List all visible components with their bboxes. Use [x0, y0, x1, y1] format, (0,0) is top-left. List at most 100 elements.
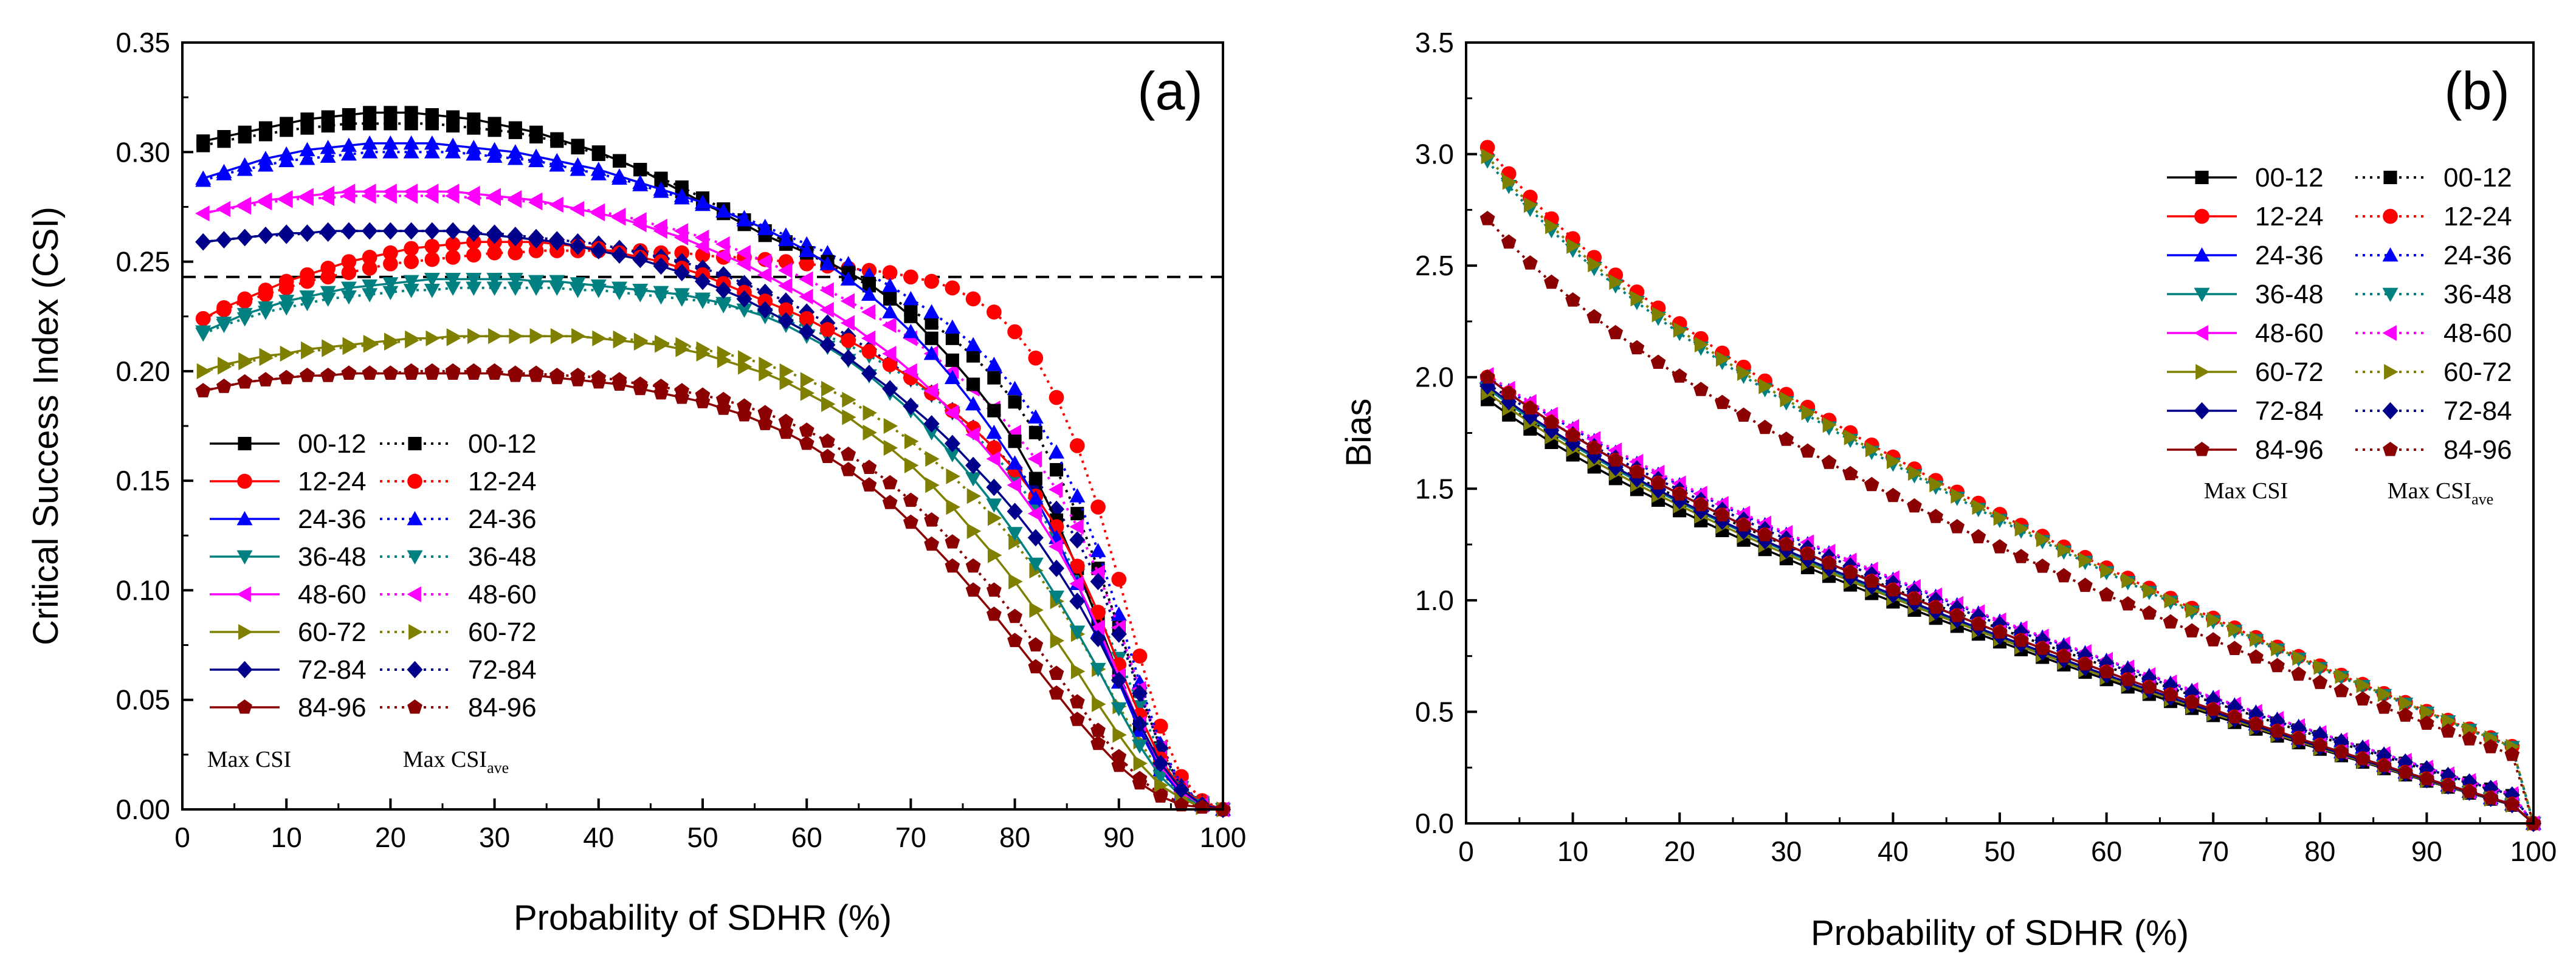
- data-point: [1027, 557, 1044, 572]
- caption-max-csi-ave-text: Max CSI: [2388, 478, 2471, 504]
- legend-item-dotted-48-60: 48-60: [2355, 318, 2512, 348]
- data-point: [195, 205, 210, 222]
- data-point: [280, 346, 295, 362]
- data-point: [715, 400, 731, 415]
- data-point: [778, 424, 794, 439]
- data-point: [570, 277, 586, 292]
- data-point: [799, 256, 814, 272]
- data-point: [799, 311, 814, 326]
- legend-item-solid-60-72: 60-72: [210, 617, 367, 647]
- data-point: [384, 332, 399, 349]
- data-point: [2419, 715, 2434, 730]
- data-point: [1972, 499, 1986, 515]
- legend-marker: [2383, 208, 2398, 224]
- x-tick-label: 60: [791, 822, 822, 853]
- data-point: [382, 184, 397, 200]
- data-point: [966, 488, 982, 504]
- data-point: [1132, 684, 1148, 702]
- data-point: [404, 117, 418, 131]
- x-tick-label: 0: [174, 822, 190, 853]
- data-point: [446, 328, 461, 345]
- data-point: [882, 317, 897, 334]
- data-point: [1949, 519, 1965, 534]
- data-point: [424, 184, 439, 200]
- data-point: [2442, 713, 2456, 729]
- data-point: [340, 281, 357, 296]
- data-point: [2164, 592, 2178, 609]
- data-point: [965, 396, 982, 411]
- data-point: [340, 146, 357, 161]
- data-point: [195, 325, 212, 340]
- data-point: [757, 221, 773, 235]
- legend-label: 84-96: [2443, 435, 2512, 465]
- data-point: [903, 323, 919, 338]
- data-point: [945, 331, 959, 345]
- data-point: [486, 273, 503, 287]
- legend-item-solid-24-36: 24-36: [2167, 241, 2324, 270]
- data-point: [1650, 354, 1666, 369]
- y-tick-label: 2.0: [1415, 362, 1454, 393]
- legend-item-solid-84-96: 84-96: [210, 693, 367, 723]
- caption-max-csi-ave-text: Max CSI: [403, 747, 487, 772]
- data-point: [363, 106, 377, 120]
- data-point: [1008, 534, 1023, 551]
- data-point: [2034, 558, 2050, 573]
- data-point: [1069, 592, 1086, 610]
- data-point: [2078, 577, 2093, 592]
- data-point: [759, 365, 773, 382]
- data-point: [257, 151, 274, 165]
- data-point: [1090, 630, 1106, 648]
- data-point: [2270, 723, 2285, 738]
- data-point: [882, 357, 898, 372]
- data-point: [736, 212, 752, 227]
- data-point: [320, 185, 335, 202]
- data-point: [195, 170, 212, 185]
- legend-label: 84-96: [468, 693, 537, 723]
- data-point: [1050, 463, 1064, 477]
- data-point: [322, 339, 336, 355]
- data-point: [2079, 552, 2093, 569]
- data-point: [362, 250, 377, 265]
- legend-marker: [238, 436, 252, 451]
- data-point: [1069, 488, 1086, 503]
- data-point: [258, 372, 274, 386]
- data-point: [965, 427, 980, 443]
- data-point: [2120, 596, 2136, 611]
- data-point: [1007, 503, 1023, 520]
- data-point: [1800, 546, 1816, 560]
- data-point: [842, 409, 856, 425]
- data-point: [923, 415, 940, 433]
- chart-panel-a: 0 10 20 30 40 50 60 70 80 90 100 0.00 0.05 0.10 0.15 0.…: [26, 27, 1246, 938]
- data-point: [320, 368, 336, 382]
- legend-marker: [2382, 287, 2399, 302]
- data-point: [1070, 712, 1085, 726]
- data-point: [1028, 637, 1044, 652]
- x-tick-label: 30: [479, 822, 510, 853]
- data-point: [1092, 696, 1106, 712]
- x-tick-label: 30: [1771, 836, 1802, 867]
- caption-max-csi-text: Max CSI: [2204, 478, 2288, 504]
- legend-item-dotted-00-12: 00-12: [2355, 163, 2512, 193]
- data-point: [1050, 633, 1065, 649]
- y-tick-label: 0.20: [115, 355, 170, 387]
- data-point: [924, 536, 939, 551]
- data-point: [987, 582, 1002, 597]
- data-point: [820, 448, 835, 463]
- legend-label: 60-72: [468, 617, 537, 647]
- data-point: [278, 273, 294, 289]
- data-point: [1886, 582, 1901, 597]
- data-point: [341, 265, 357, 280]
- data-point: [384, 106, 398, 120]
- data-point: [1758, 378, 1773, 394]
- data-point: [987, 304, 1002, 320]
- data-point: [799, 323, 815, 341]
- data-point: [424, 135, 440, 150]
- data-point: [1049, 685, 1064, 700]
- data-point: [946, 499, 960, 515]
- data-point: [1028, 350, 1044, 366]
- legend-label: 84-96: [298, 693, 367, 723]
- data-point: [340, 137, 357, 152]
- data-point: [1566, 238, 1581, 254]
- data-point: [195, 383, 211, 397]
- legend-marker: [2195, 170, 2209, 185]
